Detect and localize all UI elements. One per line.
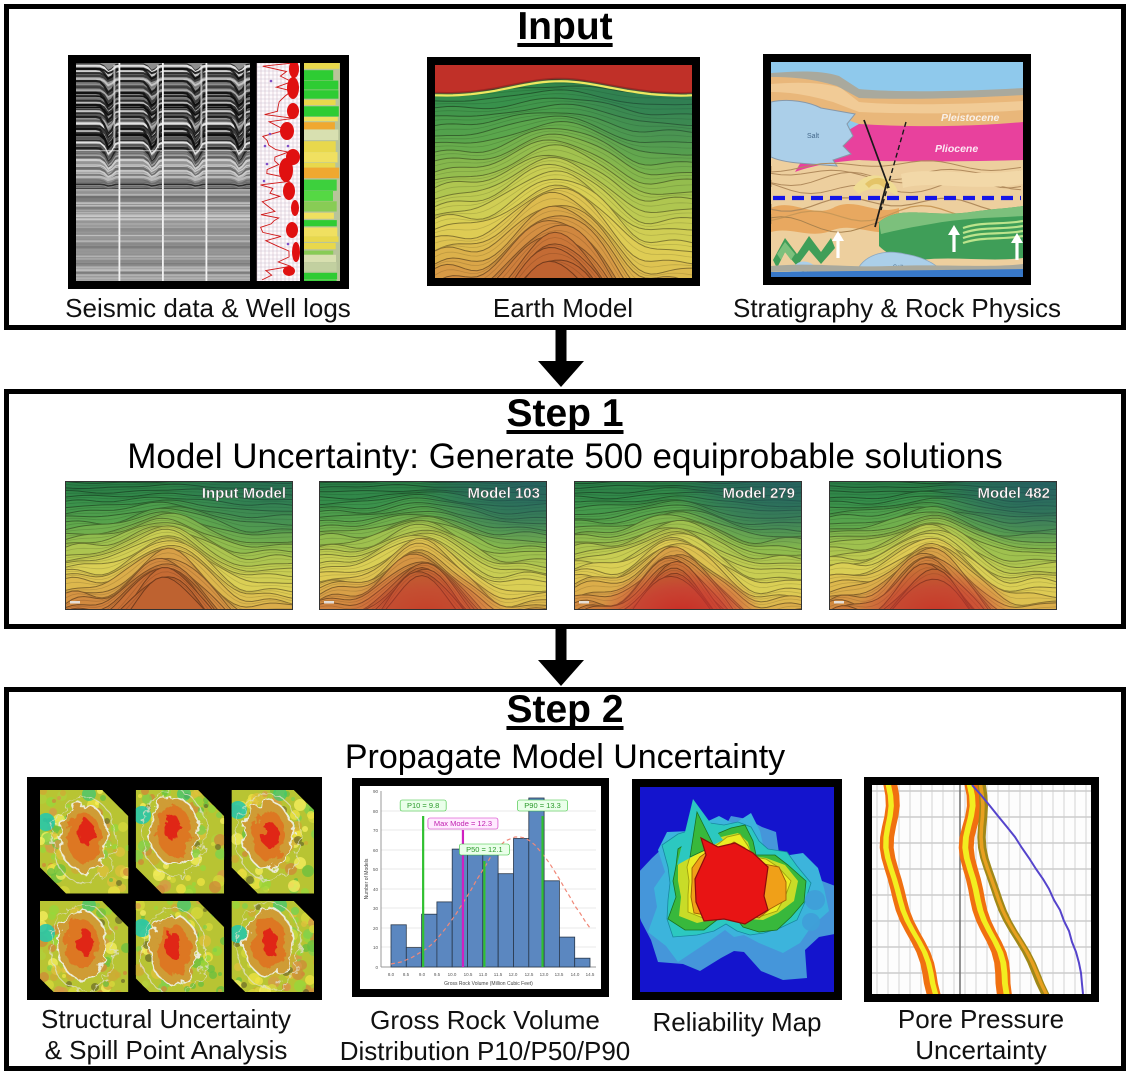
svg-text:70: 70 xyxy=(373,828,379,833)
svg-text:Model 279: Model 279 xyxy=(722,485,795,502)
svg-text:Input Model: Input Model xyxy=(202,485,286,502)
svg-text:20: 20 xyxy=(373,926,379,931)
svg-text:P50 = 12.1: P50 = 12.1 xyxy=(466,845,503,854)
svg-text:40: 40 xyxy=(373,887,379,892)
svg-text:90: 90 xyxy=(373,789,379,794)
svg-text:9.0: 9.0 xyxy=(419,972,426,977)
svg-text:Number of Models: Number of Models xyxy=(364,858,370,899)
svg-text:80: 80 xyxy=(373,809,379,814)
svg-text:12.5: 12.5 xyxy=(525,972,534,977)
svg-text:9.5: 9.5 xyxy=(434,972,441,977)
svg-text:11.5: 11.5 xyxy=(494,972,503,977)
svg-text:8.5: 8.5 xyxy=(403,972,410,977)
svg-text:Pliocene: Pliocene xyxy=(935,143,978,155)
svg-text:10.5: 10.5 xyxy=(464,972,473,977)
svg-text:60: 60 xyxy=(373,848,379,853)
svg-text:Pleistocene: Pleistocene xyxy=(941,112,1000,124)
svg-text:Model 103: Model 103 xyxy=(467,485,540,502)
svg-text:0: 0 xyxy=(375,965,378,970)
svg-text:13.5: 13.5 xyxy=(555,972,564,977)
svg-text:50: 50 xyxy=(373,867,379,872)
svg-text:8.0: 8.0 xyxy=(388,972,395,977)
svg-text:12.0: 12.0 xyxy=(509,972,518,977)
svg-text:30: 30 xyxy=(373,906,379,911)
svg-text:Salt: Salt xyxy=(807,133,819,140)
svg-text:11.0: 11.0 xyxy=(479,972,488,977)
svg-text:P10 = 9.8: P10 = 9.8 xyxy=(407,801,439,810)
svg-text:10.0: 10.0 xyxy=(448,972,457,977)
svg-text:Max Mode = 12.3: Max Mode = 12.3 xyxy=(434,819,492,828)
svg-text:13.0: 13.0 xyxy=(540,972,549,977)
svg-text:14.5: 14.5 xyxy=(586,972,595,977)
svg-text:10: 10 xyxy=(373,945,379,950)
svg-text:Gross Rock Volume (Million Cub: Gross Rock Volume (Million Cubic Feet) xyxy=(444,981,533,987)
svg-text:Model 482: Model 482 xyxy=(977,485,1050,502)
svg-text:14.0: 14.0 xyxy=(571,972,580,977)
svg-text:P90 = 13.3: P90 = 13.3 xyxy=(524,801,561,810)
